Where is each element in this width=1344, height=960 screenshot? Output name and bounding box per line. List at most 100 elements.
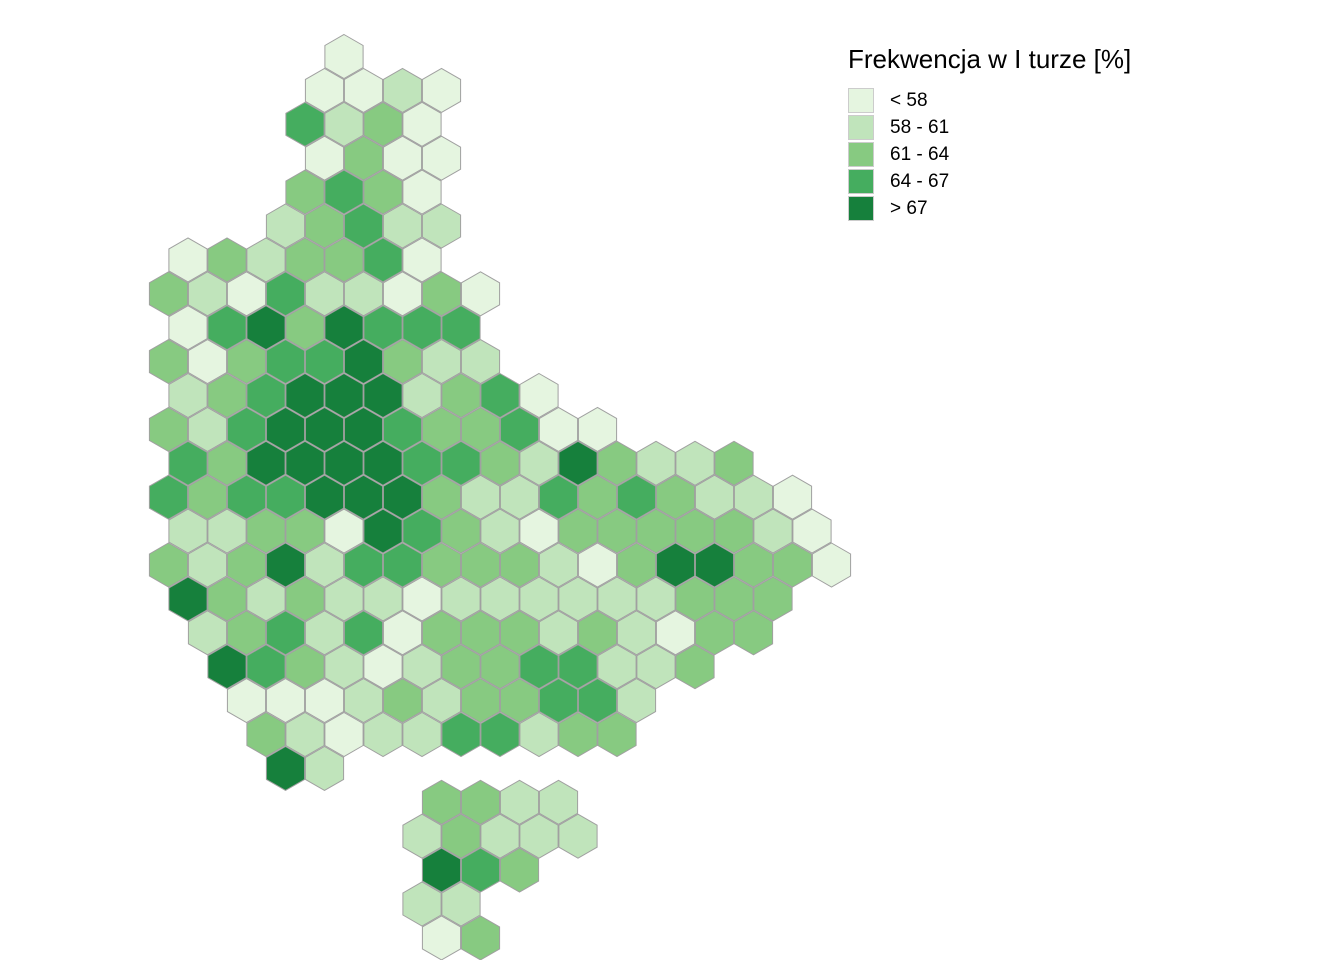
hex-cell — [285, 372, 325, 419]
hex-cell — [265, 474, 306, 520]
hex-cell — [187, 406, 228, 452]
hex-cell — [402, 508, 442, 554]
hex-cell — [207, 440, 247, 486]
hex-cell — [343, 474, 384, 520]
hex-cell — [538, 406, 579, 452]
hex-cell — [324, 305, 364, 351]
hex-cell — [246, 711, 286, 758]
hex-cell — [714, 576, 754, 622]
hex-cell — [363, 576, 403, 622]
hex-cell — [519, 711, 559, 758]
hex-cell — [558, 576, 598, 622]
hex-cell — [636, 440, 676, 486]
hex-cell — [616, 678, 657, 724]
hex-cell — [499, 610, 540, 656]
hex-cell — [382, 339, 423, 385]
hex-cell — [382, 474, 423, 520]
hex-cell — [382, 135, 423, 181]
hex-cell — [441, 813, 481, 859]
hex-cell — [616, 474, 657, 520]
hex-cell — [226, 678, 267, 724]
hex-cell — [480, 440, 520, 486]
hex-cell — [265, 203, 306, 249]
hex-cell — [675, 644, 715, 690]
hex-cell — [421, 203, 462, 249]
hex-cell — [285, 711, 325, 758]
legend-label: 61 - 64 — [890, 143, 950, 165]
hex-cell — [285, 644, 325, 690]
hex-cell — [636, 576, 676, 622]
hex-cell — [675, 576, 715, 622]
hex-cell — [460, 779, 501, 825]
hex-cell — [519, 372, 559, 419]
hex-cell — [304, 339, 345, 385]
hex-cell — [519, 440, 559, 486]
hex-cell — [148, 542, 189, 588]
hex-cell — [304, 67, 345, 113]
hex-cell — [324, 169, 364, 215]
hex-cell — [382, 67, 423, 113]
hex-cell — [499, 847, 540, 893]
hex-cell — [246, 372, 286, 419]
hex-cell — [694, 474, 735, 520]
hex-cell — [168, 372, 208, 419]
hex-cell — [441, 576, 481, 622]
hex-cell — [753, 508, 793, 554]
hex-cell — [441, 644, 481, 690]
hex-cell — [246, 576, 286, 622]
hex-cell — [402, 711, 442, 758]
hex-cell — [558, 440, 598, 486]
hex-cell — [304, 474, 345, 520]
hex-cell — [441, 305, 481, 351]
hex-cell — [324, 508, 364, 554]
hex-cell — [187, 339, 228, 385]
hex-cell — [694, 610, 735, 656]
hex-cell — [538, 610, 579, 656]
hex-cell — [148, 271, 189, 317]
hex-cell — [402, 237, 442, 283]
hex-cell — [363, 644, 403, 690]
hex-cell — [207, 305, 247, 351]
hex-cell — [519, 508, 559, 554]
hex-cell — [460, 271, 501, 317]
hex-cell — [421, 67, 462, 113]
hex-cell — [577, 406, 618, 452]
legend-label: 64 - 67 — [890, 170, 950, 192]
hex-cell — [226, 339, 267, 385]
hex-cell — [499, 406, 540, 452]
legend-item-lt58: < 58 — [848, 87, 1131, 114]
hex-cell — [519, 813, 559, 859]
hex-cell — [226, 474, 267, 520]
hex-cell — [246, 508, 286, 554]
hex-cell — [753, 576, 793, 622]
hex-cell — [168, 440, 208, 486]
hex-cell — [675, 508, 715, 554]
hex-cell — [168, 508, 208, 554]
hex-cell — [363, 305, 403, 351]
hex-cell — [694, 542, 735, 588]
hex-cell — [343, 67, 384, 113]
hex-cell — [421, 779, 462, 825]
legend-label: 58 - 61 — [890, 116, 950, 138]
hex-cell — [421, 542, 462, 588]
hex-cell — [772, 542, 813, 588]
hex-cell — [597, 440, 637, 486]
hex-cell — [226, 271, 267, 317]
hex-cell — [538, 678, 579, 724]
hex-cell — [597, 711, 637, 758]
hex-cell — [168, 237, 208, 283]
hex-cell — [324, 440, 364, 486]
hex-cell — [636, 644, 676, 690]
hex-cell — [168, 305, 208, 351]
hex-cell — [577, 610, 618, 656]
hex-cell — [343, 610, 384, 656]
hex-cell — [265, 542, 306, 588]
hex-cell — [265, 678, 306, 724]
hex-cell — [382, 678, 423, 724]
hex-cell — [733, 610, 774, 656]
hex-cell — [480, 711, 520, 758]
hex-cell — [324, 576, 364, 622]
hex-cell — [616, 610, 657, 656]
hex-cell — [304, 745, 345, 791]
hex-cell — [421, 406, 462, 452]
